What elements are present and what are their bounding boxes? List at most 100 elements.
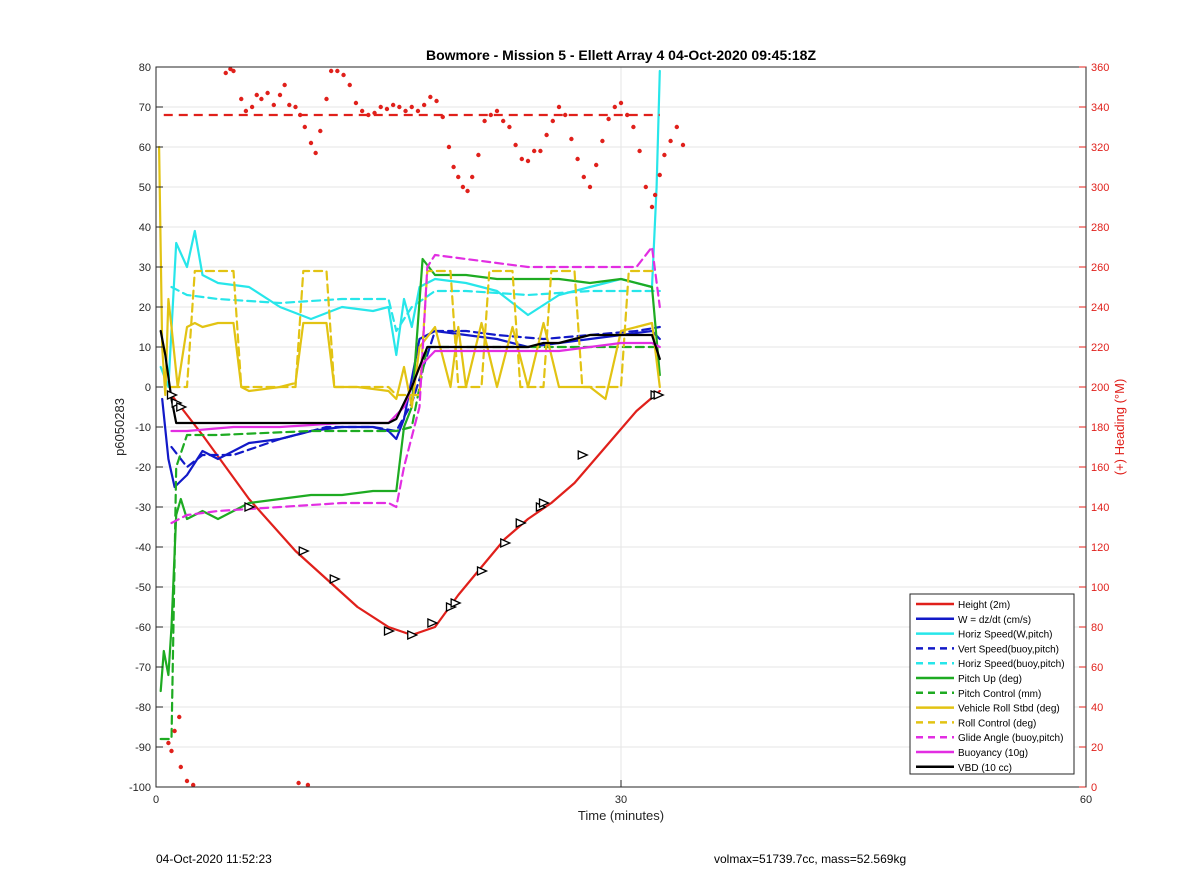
heading-point [581,174,586,180]
y-axis-label-left: p6050283 [112,398,127,456]
heading-point [353,100,359,106]
heading-point [456,174,461,180]
heading-point [421,102,427,108]
series-line-10 [170,341,661,433]
heading-point [318,128,323,134]
heading-point [409,104,414,110]
series-line-4 [170,285,661,333]
y-tick-label-left: 0 [145,382,151,394]
heading-point [302,124,307,130]
x-tick-label: 30 [615,794,627,806]
heading-point [451,164,456,170]
marker-layer [166,389,665,641]
y-tick-label-left: 40 [139,222,151,234]
heading-point [249,104,255,110]
x-axis-label: Time (minutes) [578,808,664,823]
heading-point [470,174,475,180]
series-line-8 [170,269,654,397]
y-tick-label-left: -60 [135,622,151,634]
heading-point [271,102,276,108]
heading-point [305,782,311,788]
heading-point [341,72,346,78]
y-tick-label-right: 200 [1091,382,1109,394]
series-line-3 [170,325,661,469]
heading-point [366,112,371,118]
heading-point [657,172,662,178]
heading-point [390,102,396,108]
heading-point [324,96,329,102]
heading-point [507,124,512,130]
heading-point [440,114,445,120]
heading-point [625,112,630,118]
heading-point [243,108,249,114]
height-marker [176,401,188,413]
heading-point [359,108,365,114]
y-tick-label-right: 100 [1091,582,1109,594]
y-tick-label-right: 60 [1091,662,1103,674]
legend: Height (2m) W = dz/dt (cm/s) Horiz Speed(W… [909,593,1075,775]
heading-point [476,152,481,158]
height-marker [383,625,396,637]
heading-point [606,116,611,122]
y-tick-label-left: 60 [139,142,151,154]
y-tick-label-left: 50 [139,182,151,194]
y-tick-label-right: 220 [1091,342,1109,354]
heading-point [569,136,574,142]
y-tick-label-right: 340 [1091,102,1109,114]
heading-point [434,98,439,104]
heading-point [384,106,390,112]
left-axis: 80 70 60 50 40 30 20 10 0 -10 -20 -30 -40 -50 -60 -70 -8… [129,62,163,794]
legend-label: Horiz Speed(buoy,pitch) [958,659,1065,670]
heading-point [259,96,264,102]
heading-point [488,112,493,118]
heading-point [191,782,196,788]
heading-point [372,110,377,116]
heading-point [296,780,301,786]
x-tick-label: 0 [153,794,159,806]
series-line-6 [159,345,661,741]
heading-point [501,118,506,124]
heading-point [550,118,555,124]
heading-point [378,104,383,110]
y-tick-label-left: -20 [135,462,151,474]
height-marker [166,389,179,401]
heading-point [403,108,408,114]
heading-point [513,142,518,148]
heading-point [618,100,624,106]
heading-point [297,112,303,118]
legend-label: Pitch Up (deg) [958,674,1022,685]
y-tick-label-right: 80 [1091,622,1103,634]
heading-point [231,68,236,74]
heading-point [308,140,314,146]
y-tick-label-left: 80 [139,62,151,74]
heading-point [563,112,568,118]
heading-point [575,156,580,162]
heading-point [239,96,244,102]
series-line-9 [170,245,661,525]
heading-point [631,124,636,130]
heading-point [680,142,686,148]
y-tick-label-right: 20 [1091,742,1103,754]
legend-label: Vehicle Roll Stbd (deg) [958,704,1060,715]
heading-point [172,728,177,734]
heading-point [482,118,487,124]
height-marker [427,617,439,629]
legend-box [909,593,1075,775]
heading-point [265,90,270,96]
heading-point [649,204,655,210]
height-marker [450,597,462,609]
heading-point [177,714,182,720]
legend-label: Pitch Control (mm) [958,689,1041,700]
series-line-5 [159,257,661,693]
y-tick-label-right: 300 [1091,182,1109,194]
heading-point [494,108,500,114]
y-tick-label-right: 260 [1091,262,1109,274]
heading-point [538,148,543,154]
heading-point [594,162,599,168]
heading-point [532,148,537,154]
heading-point [166,740,171,746]
height-marker [407,629,419,641]
heading-point [612,104,617,110]
height-marker [577,449,589,461]
heading-point [465,188,470,194]
